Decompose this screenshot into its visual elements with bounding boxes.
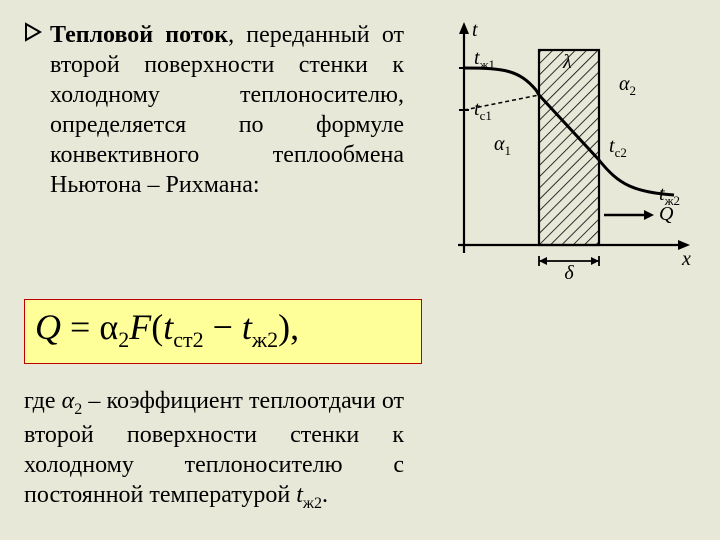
svg-text:α1: α1 xyxy=(494,133,511,158)
bullet-rest: , переданный от второй поверхности стенк… xyxy=(50,22,404,198)
svg-text:x: x xyxy=(681,248,691,270)
bullet-bold: Тепловой поток xyxy=(50,22,228,48)
svg-text:δ: δ xyxy=(564,262,574,280)
lower-paragraph: где α2 – коэффициент теплоотдачи от втор… xyxy=(24,386,404,514)
heat-transfer-diagram: txtж1tс1α1λα2tс2tж2Qδ xyxy=(424,20,694,285)
main-paragraph: Тепловой поток, переданный от второй пов… xyxy=(24,20,404,200)
svg-text:tж1: tж1 xyxy=(474,47,495,72)
svg-text:tс2: tс2 xyxy=(609,135,627,160)
svg-text:α2: α2 xyxy=(619,73,636,98)
formula-box: Q = α2F(tст2 − tж2), xyxy=(24,299,422,364)
formula: Q = α2F(tст2 − tж2), xyxy=(35,307,299,347)
svg-text:t: t xyxy=(472,20,478,41)
svg-text:λ: λ xyxy=(562,51,572,73)
svg-text:Q: Q xyxy=(659,203,674,225)
svg-text:tс1: tс1 xyxy=(474,98,492,123)
bullet-arrow-icon xyxy=(24,20,44,200)
